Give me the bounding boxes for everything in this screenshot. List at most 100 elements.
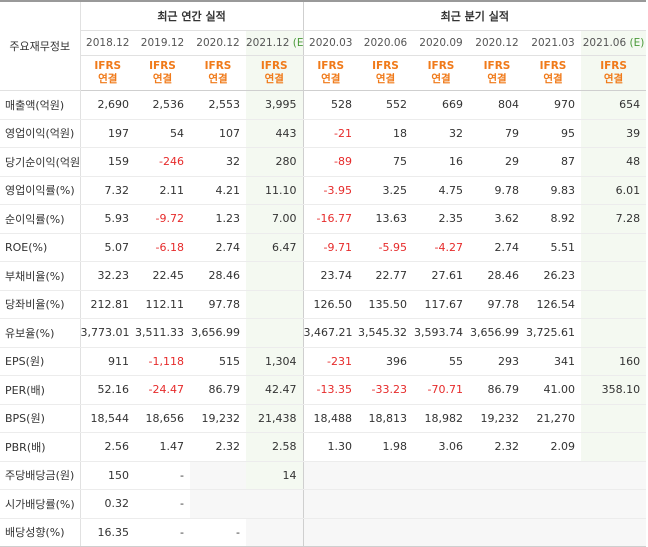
table-cell: 16.35: [80, 518, 135, 547]
table-cell: 55: [413, 346, 470, 376]
ifrs-label: IFRS: [317, 60, 345, 72]
table-cell: 2.32: [190, 432, 246, 462]
table-cell: 5.93: [80, 204, 135, 234]
table-cell: 107: [190, 119, 246, 148]
group-header-quarter: 최근 분기 실적: [302, 0, 647, 31]
consolidated-label: 연결: [431, 73, 451, 85]
row-label: 배당성향(%): [0, 518, 81, 547]
table-cell: [581, 518, 647, 547]
table-cell: -21: [302, 119, 359, 148]
table-cell: [581, 460, 647, 490]
ifrs-header: IFRS 연결: [413, 55, 470, 91]
table-cell: 2.74: [190, 233, 246, 262]
table-cell: 970: [525, 90, 582, 120]
table-cell: 18,544: [80, 404, 135, 433]
row-label: PBR(배): [0, 432, 81, 462]
table-cell: 29: [469, 147, 526, 177]
table-row: ROE(%) 5.07 -6.18 2.74 6.47 -9.71 -5.95 -4.27 2.…: [0, 233, 647, 262]
ifrs-header: IFRS 연결: [302, 55, 359, 91]
period-label: 2019.12: [140, 37, 185, 49]
table-cell: 21,438: [246, 404, 304, 433]
table-cell: 3.25: [358, 175, 414, 205]
table-row: 유보율(%) 3,773.01 3,511.33 3,656.99 3,467.21 3,…: [0, 318, 647, 348]
table-cell: 7.28: [581, 204, 647, 234]
table-cell: 159: [80, 147, 135, 177]
table-cell: 197: [80, 119, 135, 148]
ifrs-header: IFRS 연결: [246, 55, 304, 91]
table-cell: 42.47: [246, 375, 304, 405]
table-cell: -9.71: [302, 233, 359, 262]
table-cell: [413, 489, 470, 519]
table-cell: -13.35: [302, 375, 359, 405]
table-cell: 1.98: [358, 432, 414, 462]
table-cell: -1,118: [135, 346, 190, 376]
ifrs-header: IFRS 연결: [525, 55, 582, 91]
table-cell: 669: [413, 90, 470, 120]
period-label: 2021.03: [531, 37, 575, 49]
table-row: BPS(원) 18,544 18,656 19,232 21,438 18,488 18,8…: [0, 404, 647, 433]
table-cell: 293: [469, 346, 526, 376]
table-cell: 87: [525, 147, 582, 177]
table-cell: 23.74: [302, 261, 359, 291]
table-cell: 41.00: [525, 375, 582, 405]
table-cell: 3,467.21: [302, 318, 359, 348]
table-cell: 32: [413, 119, 470, 148]
ifrs-header: IFRS 연결: [190, 55, 246, 91]
table-cell: 2.58: [246, 432, 304, 462]
table-cell: 48: [581, 147, 647, 177]
row-label: 시가배당률(%): [0, 489, 81, 519]
table-cell: 39: [581, 119, 647, 148]
estimate-mark: (E): [629, 37, 645, 49]
table-cell: 13.63: [358, 204, 414, 234]
table-cell: 3,656.99: [190, 318, 246, 348]
table-cell: [469, 460, 526, 490]
table-cell: 280: [246, 147, 304, 177]
row-label: BPS(원): [0, 404, 81, 433]
period-header: 2020.12: [469, 30, 526, 56]
table-cell: 18: [358, 119, 414, 148]
ifrs-header: IFRS 연결: [80, 55, 135, 91]
consolidated-label: 연결: [321, 73, 341, 85]
table-cell: 3,995: [246, 90, 304, 120]
period-label: 2020.12: [475, 37, 519, 49]
table-cell: [246, 489, 304, 519]
table-row: 시가배당률(%) 0.32-: [0, 489, 647, 519]
table-cell: 18,813: [358, 404, 414, 433]
table-cell: 443: [246, 119, 304, 148]
table-cell: [190, 460, 246, 490]
table-row: 부채비율(%) 32.23 22.45 28.46 23.74 22.77 27.61 28.…: [0, 261, 647, 291]
table-cell: [581, 432, 647, 462]
table-cell: -33.23: [358, 375, 414, 405]
table-cell: 32: [190, 147, 246, 177]
table-cell: 97.78: [469, 290, 526, 319]
table-cell: 32.23: [80, 261, 135, 291]
period-header: 2019.12: [135, 30, 190, 56]
ifrs-label: IFRS: [539, 60, 567, 72]
table-cell: 1.47: [135, 432, 190, 462]
table-cell: 7.00: [246, 204, 304, 234]
table-row: 당기순이익(억원) 159 -246 32 280 -89 75 16 29 87 48: [0, 147, 647, 177]
table-cell: [302, 460, 359, 490]
table-cell: 126.50: [302, 290, 359, 319]
table-cell: 3.62: [469, 204, 526, 234]
table-cell: [358, 518, 414, 547]
table-cell: -231: [302, 346, 359, 376]
corner-header: 주요재무정보: [0, 0, 81, 91]
ifrs-label: IFRS: [372, 60, 399, 72]
table-cell: 0.32: [80, 489, 135, 519]
table-cell: [413, 518, 470, 547]
table-cell: 86.79: [190, 375, 246, 405]
table-row: 매출액(억원) 2,690 2,536 2,553 3,995 528 552 669 804 9…: [0, 90, 647, 120]
table-cell: 26.23: [525, 261, 582, 291]
table-cell: [358, 489, 414, 519]
table-cell: 5.51: [525, 233, 582, 262]
table-cell: 112.11: [135, 290, 190, 319]
table-cell: [246, 290, 304, 319]
table-cell: -89: [302, 147, 359, 177]
table-cell: [581, 489, 647, 519]
table-cell: 7.32: [80, 175, 135, 205]
table-cell: -: [135, 460, 190, 490]
table-cell: [581, 233, 647, 262]
table-cell: 3,593.74: [413, 318, 470, 348]
